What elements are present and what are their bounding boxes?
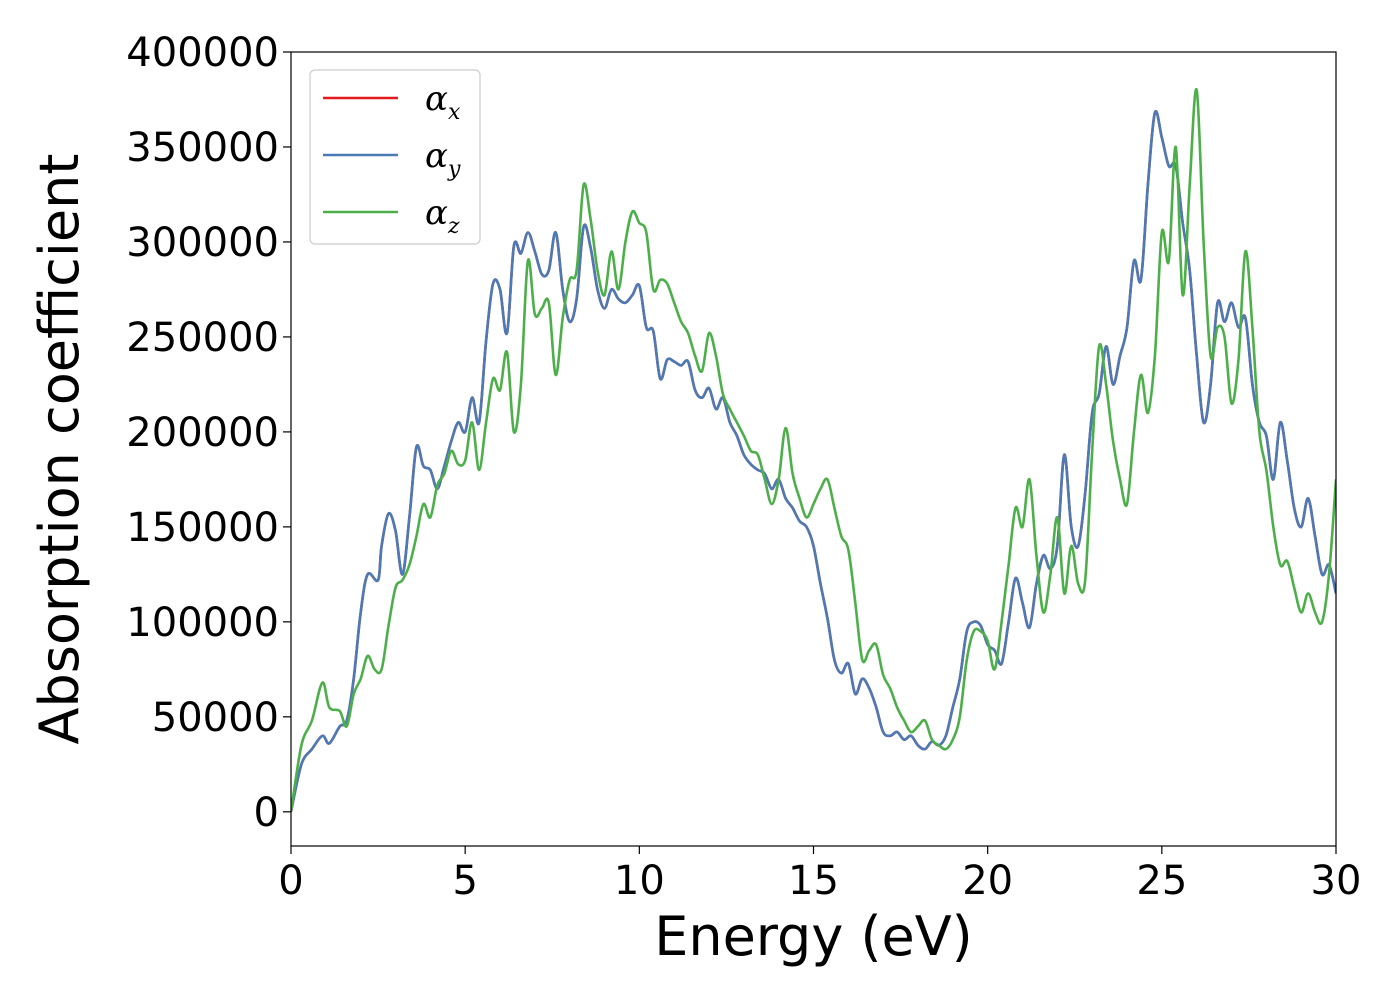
y-tick-label: 0 [254,790,279,836]
series-line-alpha-y [291,109,1336,813]
x-axis-title: Energy (eV) [654,905,973,968]
y-tick-label: 50000 [152,695,279,741]
legend-label-alpha-x: αx [425,79,461,125]
y-tick-label: 400000 [126,30,279,76]
y-tick-label: 100000 [126,600,279,646]
x-tick-label: 20 [962,858,1013,904]
x-axis: 0 5 10 15 20 25 30 [278,846,1361,904]
y-tick-label: 150000 [126,505,279,551]
y-tick-label: 200000 [126,410,279,456]
x-tick-label: 30 [1311,858,1362,904]
legend-label-alpha-z: αz [425,193,460,239]
x-tick-label: 25 [1136,858,1187,904]
legend-label-alpha-y: αy [425,136,461,182]
x-tick-label: 10 [614,858,665,904]
y-tick-label: 250000 [126,315,279,361]
series-line-alpha-z [291,88,1336,812]
x-tick-label: 15 [788,858,839,904]
x-tick-label: 5 [452,858,477,904]
y-axis: 0 50000 100000 150000 200000 250000 300000 3500… [126,30,291,836]
x-tick-label: 0 [278,858,303,904]
y-tick-label: 300000 [126,220,279,266]
y-tick-label: 350000 [126,125,279,171]
series-layer [291,88,1336,813]
y-axis-title: Absorption coefficient [28,154,91,745]
legend-frame [309,69,481,245]
legend: αx αy αz [309,69,481,245]
